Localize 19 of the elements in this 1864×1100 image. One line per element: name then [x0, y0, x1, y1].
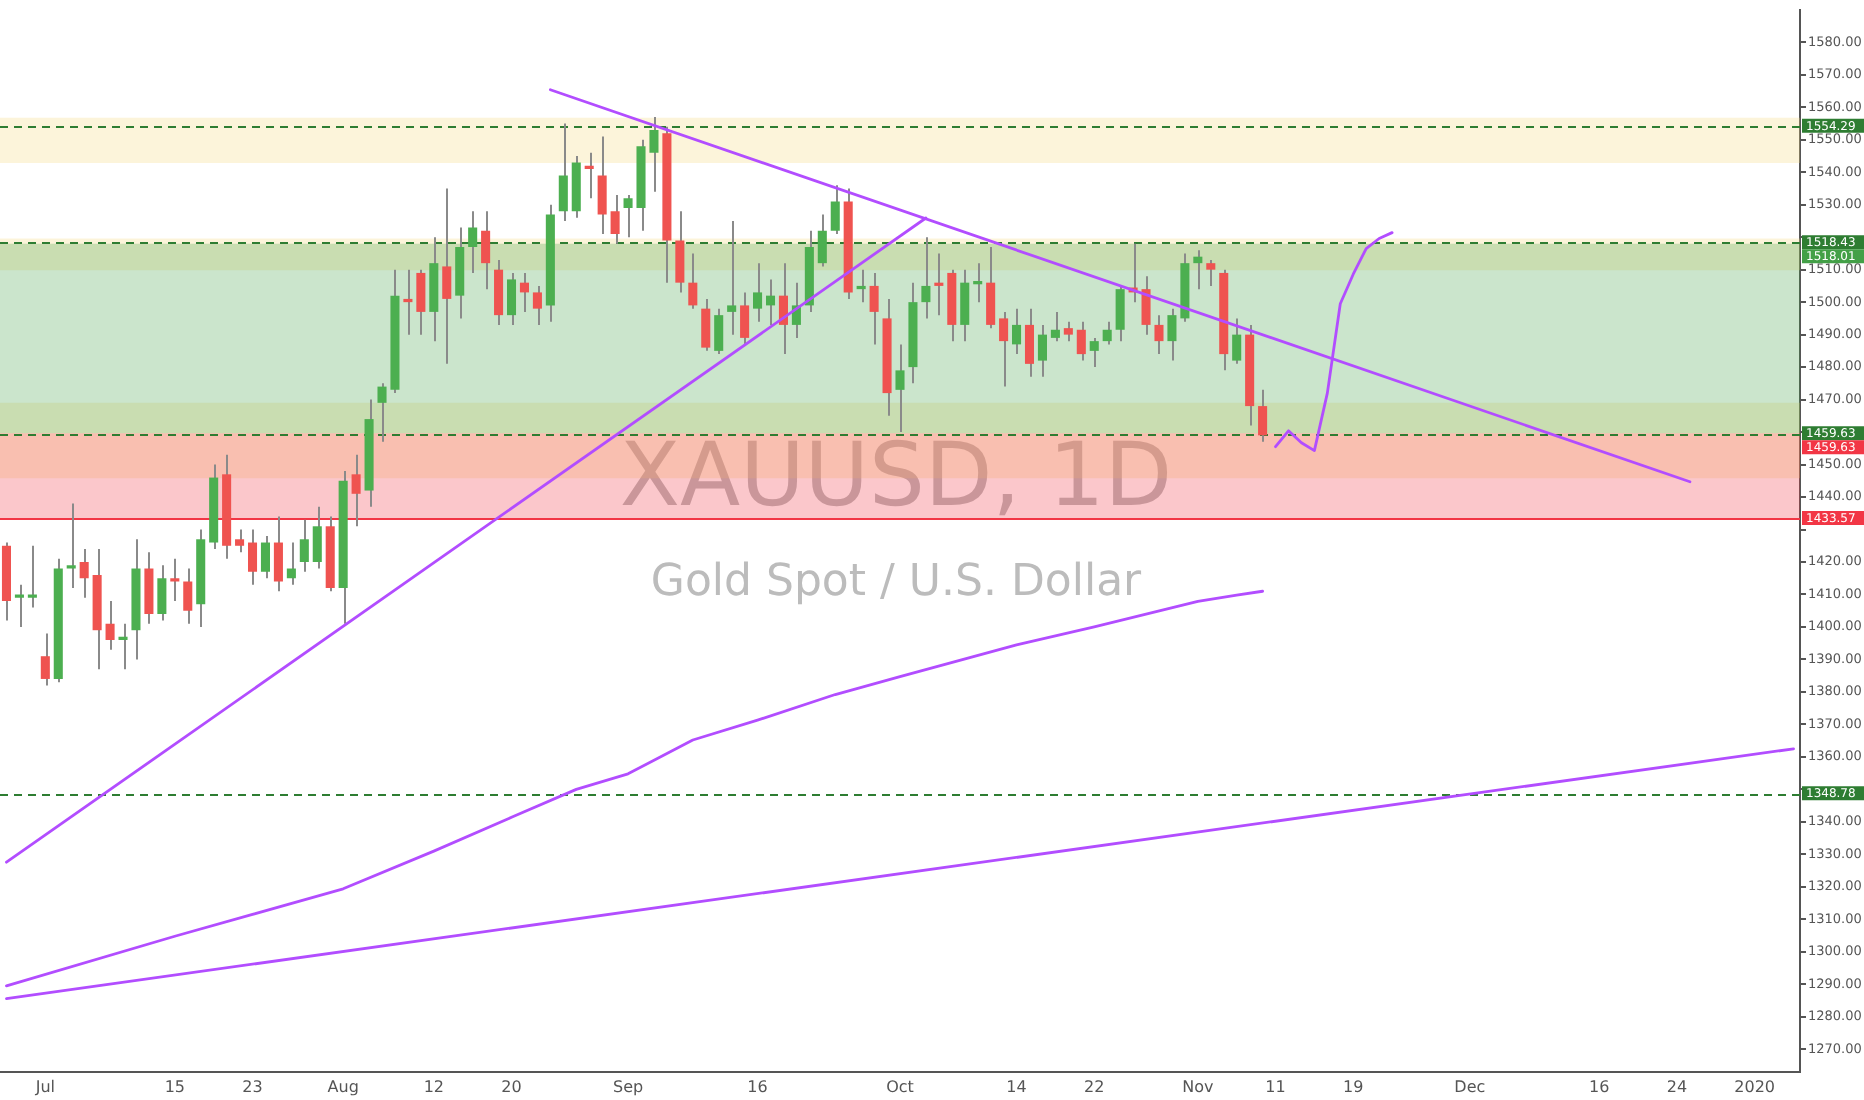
x-tick-label: 16	[1589, 1077, 1610, 1096]
x-tick-label: 14	[1006, 1077, 1027, 1096]
x-tick-label: 2020	[1734, 1077, 1776, 1096]
x-tick-label: 12	[423, 1077, 444, 1096]
x-tick-label: 19	[1343, 1077, 1364, 1096]
x-tick-label: 11	[1265, 1077, 1286, 1096]
text: Gold Spot / U.S. Dollar	[650, 556, 1144, 607]
x-tick-label: Oct	[886, 1077, 914, 1096]
x-tick-label: Aug	[327, 1077, 359, 1096]
x-tick-label: 22	[1084, 1077, 1105, 1096]
x-tick-label: 15	[164, 1077, 186, 1096]
x-tick-label: 24	[1666, 1077, 1688, 1096]
x-tick-label: Jul	[33, 1077, 55, 1096]
x-tick-label: 20	[501, 1077, 522, 1096]
x-tick-label: 23	[242, 1077, 263, 1096]
x-tick-label: Nov	[1182, 1077, 1214, 1096]
x-tick-label: Sep	[612, 1077, 644, 1096]
x-tick-label: Dec	[1454, 1077, 1486, 1096]
x-tick-label: 16	[747, 1077, 768, 1096]
